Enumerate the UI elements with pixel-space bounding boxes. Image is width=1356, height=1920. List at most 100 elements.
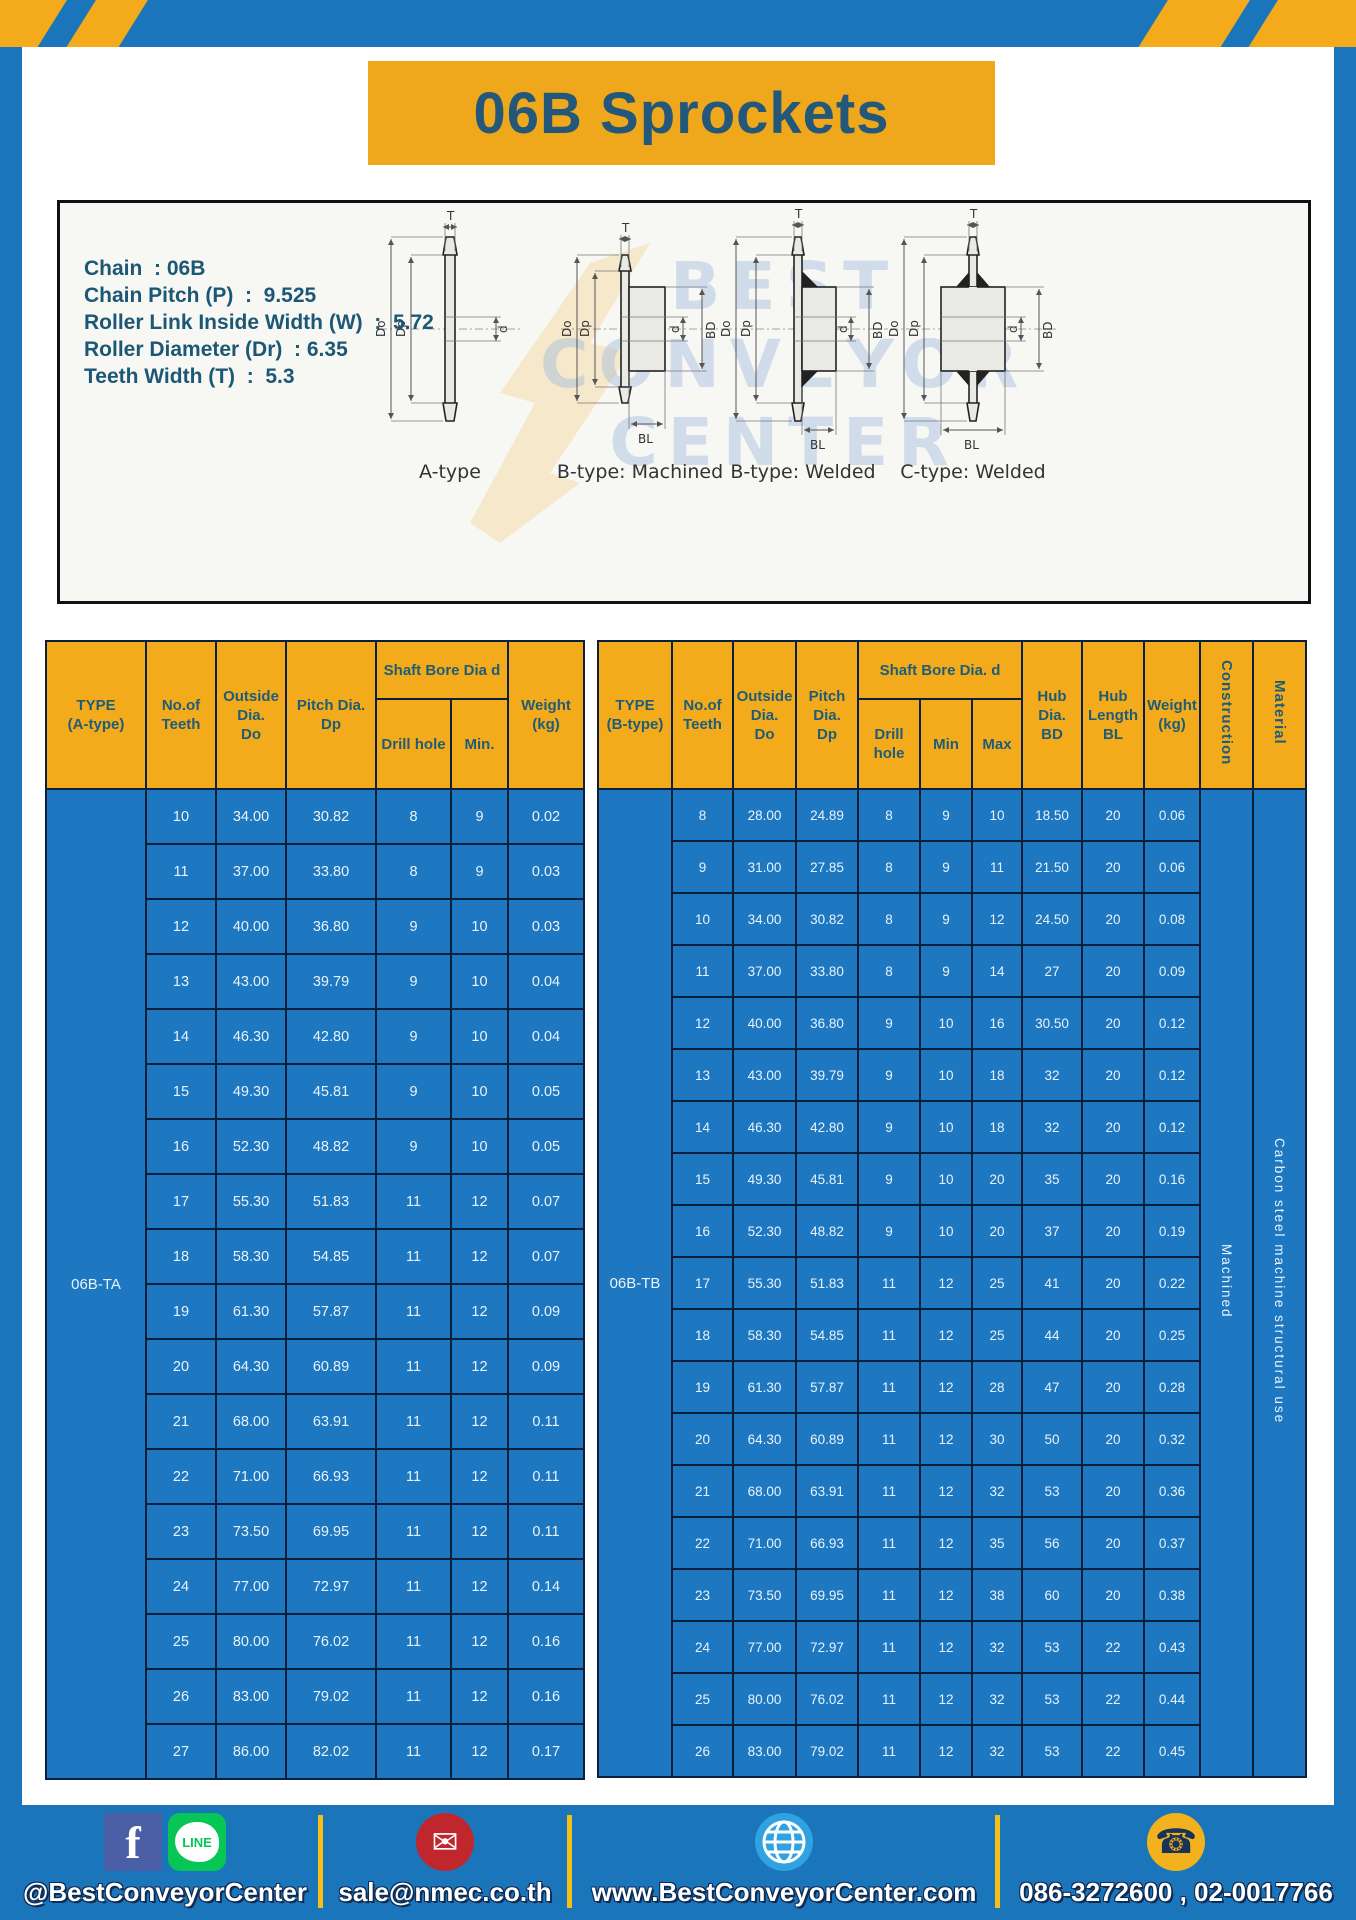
table-cell: 63.91: [795, 1464, 859, 1518]
table-cell: 73.50: [215, 1503, 287, 1560]
sprocket-table-b-type: TYPE (B-type) No.of Teeth Outside Dia. D…: [597, 640, 1307, 1778]
table-cell: 0.22: [1143, 1256, 1201, 1310]
material-label: Carbon steel machine structural use: [1272, 1138, 1287, 1425]
table-cell: 68.00: [732, 1464, 797, 1518]
table-cell: 66.93: [285, 1448, 377, 1505]
table-cell: 0.04: [507, 1008, 585, 1065]
table-cell: 20: [145, 1338, 217, 1395]
table-cell: 12: [145, 898, 217, 955]
material-cell: Carbon steel machine structural use: [1252, 788, 1307, 1778]
table-cell: 28.00: [732, 788, 797, 842]
table-cell: 25: [145, 1613, 217, 1670]
page-body: 06B Sprockets BEST CONVEYOR CENTER Chain…: [22, 47, 1334, 1805]
email-address[interactable]: sale@nmec.co.th: [338, 1877, 552, 1907]
table-cell: 32: [971, 1724, 1023, 1778]
table-cell: 12: [919, 1724, 973, 1778]
line-icon[interactable]: LINE: [168, 1813, 226, 1871]
table-cell: 11: [671, 944, 734, 998]
table-cell: 60: [1021, 1568, 1083, 1622]
table-cell: 12: [450, 1228, 509, 1285]
table-cell: 12: [919, 1672, 973, 1726]
watermark-logo: [440, 223, 700, 558]
table-cell: 54.85: [795, 1308, 859, 1362]
table-cell: 0.16: [1143, 1152, 1201, 1206]
table-cell: 0.45: [1143, 1724, 1201, 1778]
table-cell: 18.50: [1021, 788, 1083, 842]
table-cell: 0.05: [507, 1118, 585, 1175]
table-cell: 18: [971, 1100, 1023, 1154]
table-cell: 0.43: [1143, 1620, 1201, 1674]
table-cell: 9: [857, 1048, 921, 1102]
table-cell: 72.97: [285, 1558, 377, 1615]
website-url[interactable]: www.BestConveyorCenter.com: [591, 1877, 977, 1907]
table-cell: 72.97: [795, 1620, 859, 1674]
table-cell: 14: [145, 1008, 217, 1065]
table-cell: 20: [1081, 1568, 1145, 1622]
social-handle[interactable]: @BestConveyorCenter: [23, 1877, 307, 1907]
table-cell: 12: [450, 1393, 509, 1450]
table-cell: 0.17: [507, 1723, 585, 1780]
page-title: 06B Sprockets: [473, 80, 890, 146]
table-cell: 77.00: [215, 1558, 287, 1615]
phone-icon[interactable]: ☎: [1147, 1813, 1205, 1871]
table-cell: 34.00: [215, 788, 287, 845]
table-cell: 20: [1081, 1412, 1145, 1466]
table-cell: 22: [145, 1448, 217, 1505]
table-cell: 21: [671, 1464, 734, 1518]
col-header-drill-hole: Drill hole: [857, 698, 921, 790]
table-cell: 11: [857, 1620, 921, 1674]
table-cell: 34.00: [732, 892, 797, 946]
table-cell: 9: [857, 1204, 921, 1258]
table-cell: 10: [919, 1204, 973, 1258]
table-cell: 32: [1021, 1100, 1083, 1154]
table-cell: 0.03: [507, 898, 585, 955]
table-cell: 9: [375, 1008, 452, 1065]
facebook-icon[interactable]: f: [104, 1813, 162, 1871]
table-cell: 24.89: [795, 788, 859, 842]
table-cell: 11: [857, 1412, 921, 1466]
table-cell: 13: [145, 953, 217, 1010]
table-cell: 25: [971, 1308, 1023, 1362]
table-cell: 24: [145, 1558, 217, 1615]
table-cell: 12: [971, 892, 1023, 946]
dim-label-T: T: [794, 209, 803, 221]
table-cell: 10: [919, 1152, 973, 1206]
table-cell: 61.30: [215, 1283, 287, 1340]
table-cell: 30: [971, 1412, 1023, 1466]
dim-label-Dp: Dp: [394, 320, 408, 337]
table-cell: 11: [857, 1672, 921, 1726]
phone-numbers[interactable]: 086-3272600 , 02-0017766: [1019, 1877, 1333, 1907]
table-cell: 49.30: [215, 1063, 287, 1120]
table-cell: 33.80: [795, 944, 859, 998]
table-cell: 11: [857, 1724, 921, 1778]
drawing-c-type-welded: T Do Dp d BD: [878, 209, 1068, 483]
globe-icon[interactable]: [755, 1813, 813, 1871]
email-icon[interactable]: ✉: [416, 1813, 474, 1871]
table-cell: 77.00: [732, 1620, 797, 1674]
table-cell: 37.00: [215, 843, 287, 900]
watermark-line: BEST: [670, 248, 899, 325]
table-cell: 60.89: [795, 1412, 859, 1466]
col-header-drill-hole: Drill hole: [375, 698, 452, 790]
table-cell: 11: [375, 1228, 452, 1285]
dim-label-T: T: [446, 209, 455, 223]
table-cell: 12: [919, 1256, 973, 1310]
dim-label-d: d: [668, 325, 682, 333]
table-cell: 8: [671, 788, 734, 842]
table-cell: 36.80: [285, 898, 377, 955]
table-cell: 69.95: [285, 1503, 377, 1560]
table-cell: 11: [857, 1360, 921, 1414]
table-cell: 39.79: [285, 953, 377, 1010]
table-cell: 10: [919, 1100, 973, 1154]
table-cell: 11: [375, 1668, 452, 1725]
table-cell: 22: [1081, 1724, 1145, 1778]
table-cell: 0.04: [507, 953, 585, 1010]
col-header-hub-length: Hub Length BL: [1081, 640, 1145, 790]
table-cell: 0.03: [507, 843, 585, 900]
table-cell: 20: [1081, 1360, 1145, 1414]
table-cell: 30.50: [1021, 996, 1083, 1050]
table-cell: 11: [375, 1448, 452, 1505]
table-cell: 10: [145, 788, 217, 845]
table-cell: 11: [375, 1338, 452, 1395]
table-cell: 26: [671, 1724, 734, 1778]
